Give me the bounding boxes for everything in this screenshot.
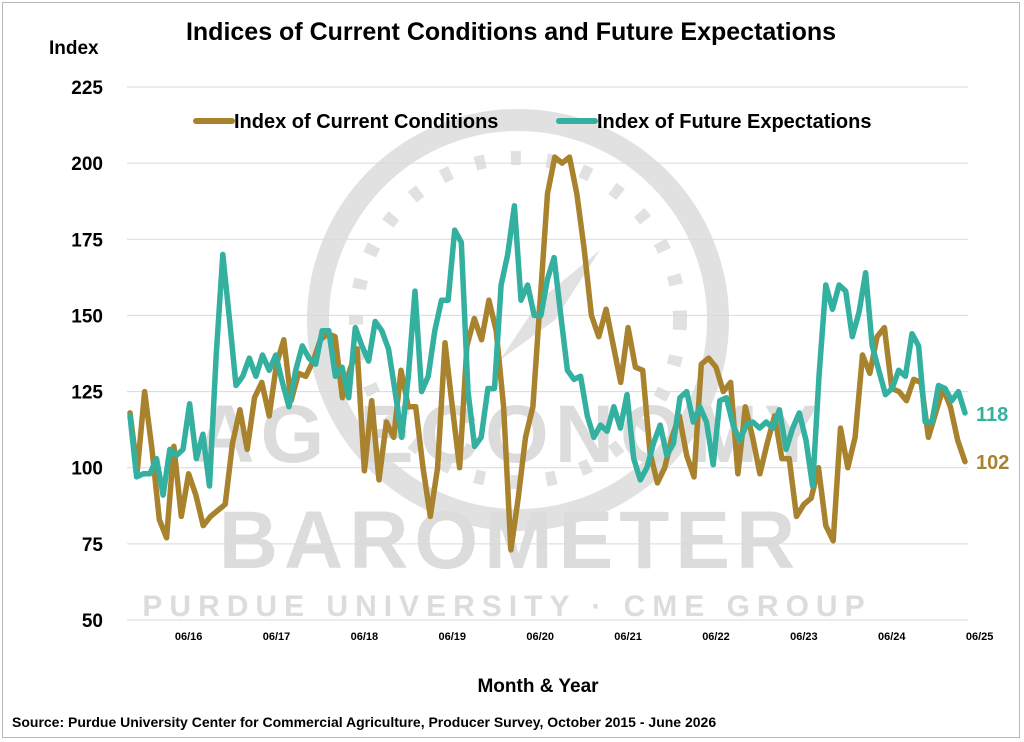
- x-tick-label: 06/16: [175, 631, 203, 643]
- x-tick-label: 06/22: [702, 631, 730, 643]
- y-tick-label: 225: [71, 78, 103, 99]
- x-tick-label: 06/18: [351, 631, 379, 643]
- end-labels: 102 118: [976, 404, 1009, 474]
- y-tick-label: 200: [71, 154, 103, 175]
- end-value-label: 118: [976, 404, 1008, 426]
- y-tick-label: 100: [71, 459, 103, 480]
- watermark-gauge-needle: [500, 250, 600, 360]
- y-tick-label: 150: [71, 306, 103, 327]
- watermark-line3: PURDUE UNIVERSITY · CME GROUP: [142, 590, 871, 623]
- y-tick-label: 50: [82, 611, 103, 632]
- legend-entry: Index of Current Conditions: [234, 111, 498, 133]
- x-tick-label: 06/17: [263, 631, 291, 643]
- y-tick-label: 125: [71, 383, 103, 404]
- watermark: AG ECONOMY BAROMETER PURDUE UNIVERSITY ·…: [142, 109, 871, 623]
- y-tick-label: 75: [82, 535, 104, 556]
- x-tick-label: 06/19: [439, 631, 467, 643]
- series-line-current-conditions: [127, 154, 968, 553]
- x-tick-labels: 06/16 06/17 06/18 06/19 06/20 06/21 06/22 06/23…: [175, 631, 994, 643]
- y-tick-labels: 50 75 100 125 150 175 200 225: [71, 78, 103, 632]
- y-axis-label: Index: [49, 38, 99, 59]
- x-axis-label: Month & Year: [477, 676, 599, 697]
- x-tick-label: 06/25: [966, 631, 994, 643]
- x-tick-label: 06/20: [526, 631, 554, 643]
- source-note: Source: Purdue University Center for Com…: [12, 714, 716, 730]
- legend: Index of Current Conditions Index of Futu…: [193, 111, 871, 133]
- end-value-label: 102: [976, 452, 1009, 474]
- y-gridlines: [127, 86, 968, 621]
- legend-entry: Index of Future Expectations: [597, 111, 871, 133]
- chart-title: Indices of Current Conditions and Future…: [186, 18, 836, 46]
- series-lines: [127, 154, 968, 553]
- series-line-future-expectations: [127, 203, 968, 498]
- x-tick-label: 06/24: [878, 631, 906, 643]
- y-tick-label: 175: [71, 230, 103, 251]
- watermark-gauge-ring: [307, 109, 729, 531]
- x-tick-label: 06/21: [614, 631, 642, 643]
- x-tick-label: 06/23: [790, 631, 818, 643]
